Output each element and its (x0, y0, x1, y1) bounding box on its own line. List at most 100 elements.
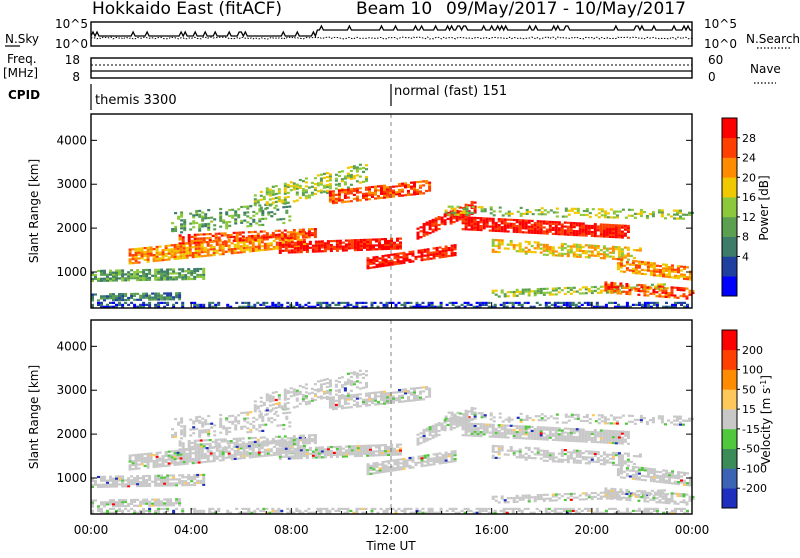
power-cell-2738 (522, 293, 525, 295)
velocity-cell-85 (145, 479, 148, 481)
power-cell-2084 (471, 229, 474, 231)
power-cell-1811 (422, 192, 425, 194)
power-cell-204 (124, 299, 127, 301)
velocity-cell-151 (190, 484, 193, 486)
power-cell-1674 (338, 194, 341, 196)
power-cell-2301 (579, 226, 582, 228)
power-cell-2215 (537, 230, 540, 232)
power-cell-1469 (288, 242, 291, 244)
power-cell-2731 (513, 293, 516, 295)
power-cell-1290 (269, 194, 272, 196)
power-cell-2059 (471, 203, 474, 205)
velocity-cell-1181 (219, 420, 222, 422)
power-cell-1912 (424, 251, 427, 253)
power-cell-1507 (315, 247, 318, 249)
power-cell-864 (258, 249, 261, 251)
power-cell-2667 (659, 265, 662, 267)
power-cell-1118 (174, 226, 177, 228)
power-cell-2510 (576, 246, 579, 248)
power-cell-2358 (606, 224, 609, 226)
power-cell-2328 (594, 233, 597, 235)
power-cell-989 (203, 241, 206, 243)
velocity-cell-981 (197, 448, 200, 450)
freq-panel: Freq. [MHz] 18 8 60 0 Nave (3, 52, 781, 84)
power-cell-1190 (225, 213, 228, 215)
velocity-cell-1660 (332, 408, 335, 410)
power-cell-1341 (296, 184, 299, 186)
power-cell-645 (153, 248, 156, 250)
velocity-cell-183 (103, 501, 106, 503)
power-cell-2500 (570, 245, 573, 247)
velocity-cell-618 (141, 461, 144, 463)
power-cell-2251 (555, 229, 558, 231)
power-cell-1503 (312, 247, 315, 249)
power-cell-2952 (689, 292, 692, 294)
power-cell-1820 (428, 184, 431, 186)
power-cell-1614 (378, 246, 381, 248)
power-cell-64 (133, 273, 136, 275)
power-cell-189 (112, 299, 115, 301)
power-cell-1767 (392, 186, 395, 188)
velocity-cell-1154 (198, 416, 201, 418)
velocity-cell-851 (252, 456, 255, 458)
power-cell-1269 (254, 200, 257, 202)
velocity-cell-768 (210, 452, 213, 454)
power-cell-1301 (275, 201, 278, 203)
power-cell-2551 (603, 247, 606, 249)
velocity-cell-662 (162, 459, 165, 461)
velocity-cell-1277 (260, 401, 263, 403)
velocity-cell-651 (156, 456, 159, 458)
power-cell-1016 (227, 234, 230, 236)
power-cell-2548 (603, 255, 606, 257)
power-cell-76 (142, 279, 145, 281)
power-cell-1981 (426, 222, 429, 224)
power-cell-1754 (386, 190, 389, 192)
velocity-cell-481 (494, 510, 497, 512)
power-cell-580 (671, 304, 674, 306)
power-cell-991 (203, 237, 206, 239)
power-cell-2300 (579, 228, 582, 230)
power-cell-1565 (351, 247, 354, 249)
power-cell-1939 (442, 254, 445, 256)
velocity-cell-359 (274, 510, 277, 512)
power-cell-187 (109, 295, 112, 297)
power-cell-310 (175, 302, 178, 304)
velocity-cell-111 (163, 483, 166, 485)
power-cell-750 (201, 249, 204, 251)
power-cell-585 (680, 304, 683, 306)
power-cell-22 (106, 276, 109, 278)
power-cell-1928 (436, 255, 439, 257)
velocity-cell-394 (337, 508, 340, 510)
power-cell-2504 (573, 246, 576, 248)
power-cell-3012 (538, 209, 541, 211)
power-cell-158 (193, 270, 196, 272)
power-cell-2626 (635, 260, 638, 262)
power-cell-1829 (370, 263, 373, 265)
velocity-cell-1663 (332, 402, 335, 404)
power-cell-314 (190, 302, 193, 304)
velocity-cell-1325 (287, 398, 290, 400)
velocity-cell-1422 (347, 379, 350, 381)
velocity-cell-1600 (369, 453, 372, 455)
power-cell-2191 (525, 227, 528, 229)
power-cell-1497 (306, 243, 309, 245)
velocity-cell-614 (138, 458, 141, 460)
velocity-cell-371 (295, 508, 298, 510)
velocity-cell-1658 (329, 399, 332, 401)
power-cell-2686 (671, 276, 674, 278)
velocity-cell-642 (153, 464, 156, 466)
power-cell-1390 (326, 180, 329, 182)
power-cell-2901 (643, 286, 646, 288)
power-cell-1986 (429, 222, 432, 224)
power-cell-2948 (686, 297, 689, 299)
power-cell-2670 (662, 271, 665, 273)
velocity-cell-1048 (257, 439, 260, 441)
power-cell-654 (159, 259, 162, 261)
power-cell-1465 (288, 251, 291, 253)
power-cell-2473 (552, 254, 555, 256)
velocity-cell-711 (183, 453, 186, 455)
velocity-cell-1446 (365, 386, 368, 388)
power-cell-1836 (373, 256, 376, 258)
power-cell-2266 (561, 225, 564, 227)
colorbar-tick-label-4: 12 (742, 211, 756, 224)
